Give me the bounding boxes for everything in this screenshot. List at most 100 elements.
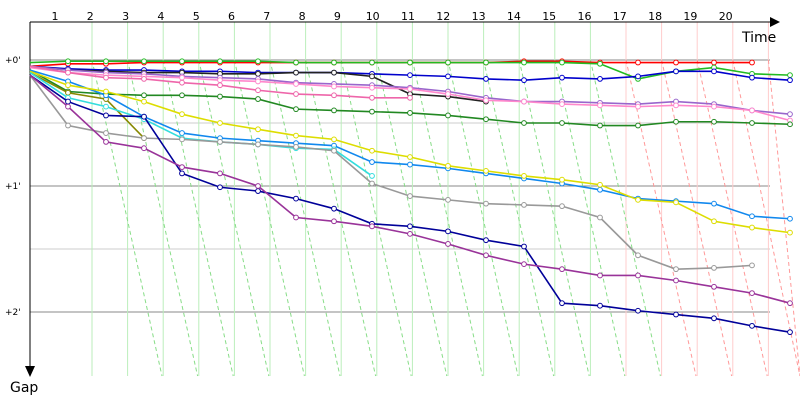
data-point xyxy=(65,98,71,105)
data-point xyxy=(711,218,717,225)
data-point xyxy=(559,59,565,66)
data-point xyxy=(635,122,641,129)
data-point xyxy=(65,103,71,110)
data-point xyxy=(369,59,375,66)
data-point xyxy=(711,265,717,271)
series-14 xyxy=(29,74,793,307)
data-point xyxy=(65,82,71,89)
data-point xyxy=(331,136,337,143)
pit-stop-line xyxy=(661,59,733,377)
data-point xyxy=(293,132,299,139)
data-point xyxy=(635,252,641,259)
data-point xyxy=(407,193,413,199)
data-point xyxy=(597,214,603,221)
y-axis-title: Gap xyxy=(10,380,38,396)
data-point xyxy=(293,195,299,202)
pit-stop-line xyxy=(233,59,305,377)
lap-label: 1 xyxy=(52,10,59,23)
data-point xyxy=(179,130,185,136)
lap-label: 6 xyxy=(228,10,235,23)
data-point xyxy=(407,59,413,66)
data-point xyxy=(217,170,223,177)
data-point xyxy=(635,59,641,66)
data-point xyxy=(711,200,717,207)
data-point xyxy=(369,73,375,80)
data-point xyxy=(483,76,489,82)
pit-stop-line xyxy=(732,59,800,377)
pit-stop-line xyxy=(91,59,163,377)
data-point xyxy=(331,83,337,90)
data-point xyxy=(445,73,451,80)
series-9 xyxy=(29,69,793,222)
lap-label: 7 xyxy=(263,10,270,23)
data-point xyxy=(179,58,185,65)
data-point xyxy=(103,88,109,95)
data-point xyxy=(749,213,755,220)
data-point xyxy=(141,145,147,152)
data-point xyxy=(141,113,147,120)
data-point xyxy=(559,101,565,107)
data-point xyxy=(217,120,223,126)
data-point xyxy=(749,107,755,114)
data-point xyxy=(293,81,299,87)
data-point xyxy=(369,180,375,187)
data-point xyxy=(369,108,375,115)
series-12 xyxy=(29,74,755,273)
data-point xyxy=(749,290,755,297)
lap-label: 5 xyxy=(193,10,200,23)
data-point xyxy=(141,98,147,105)
data-point xyxy=(445,112,451,119)
data-point xyxy=(293,144,299,150)
pit-stop-line xyxy=(447,59,519,377)
x-axis-title: Time xyxy=(741,30,776,46)
data-point xyxy=(521,261,527,268)
pit-stop-line xyxy=(518,59,590,377)
data-point xyxy=(103,103,109,110)
data-point xyxy=(521,59,527,66)
data-point xyxy=(255,70,261,77)
data-point xyxy=(141,76,147,82)
lap-label: 19 xyxy=(683,10,697,23)
data-point xyxy=(597,122,603,129)
data-point xyxy=(559,120,565,126)
lap-label: 16 xyxy=(578,10,592,23)
data-point xyxy=(103,58,109,65)
lap-label: 15 xyxy=(542,10,556,23)
data-point xyxy=(483,59,489,66)
data-point xyxy=(217,82,223,89)
data-point xyxy=(673,118,679,125)
data-point xyxy=(369,173,375,179)
data-point xyxy=(331,147,337,154)
data-point xyxy=(787,329,793,336)
y-tick-label: +1' xyxy=(5,182,21,192)
data-point xyxy=(217,58,223,65)
data-point xyxy=(597,60,603,67)
data-point xyxy=(673,311,679,318)
pit-stop-line xyxy=(376,59,448,377)
data-point xyxy=(255,58,261,65)
lap-label: 8 xyxy=(299,10,306,23)
data-point xyxy=(255,183,261,189)
data-point xyxy=(787,229,793,236)
lap-label: 13 xyxy=(472,10,486,23)
data-point xyxy=(445,162,451,169)
data-point xyxy=(179,170,185,177)
data-point xyxy=(217,93,223,100)
x-axis-arrow-icon xyxy=(770,17,780,27)
data-point xyxy=(787,215,793,222)
lap-label: 12 xyxy=(436,10,450,23)
data-point xyxy=(787,300,793,307)
data-point xyxy=(711,103,717,110)
data-point xyxy=(635,272,641,279)
pit-stop-line xyxy=(696,59,768,377)
data-point xyxy=(445,241,451,247)
data-point xyxy=(597,102,603,109)
data-point xyxy=(293,214,299,221)
data-point xyxy=(597,186,603,193)
data-point xyxy=(749,322,755,329)
data-point xyxy=(103,112,109,119)
data-point xyxy=(559,74,565,81)
data-point xyxy=(331,59,337,66)
data-point xyxy=(331,69,337,76)
